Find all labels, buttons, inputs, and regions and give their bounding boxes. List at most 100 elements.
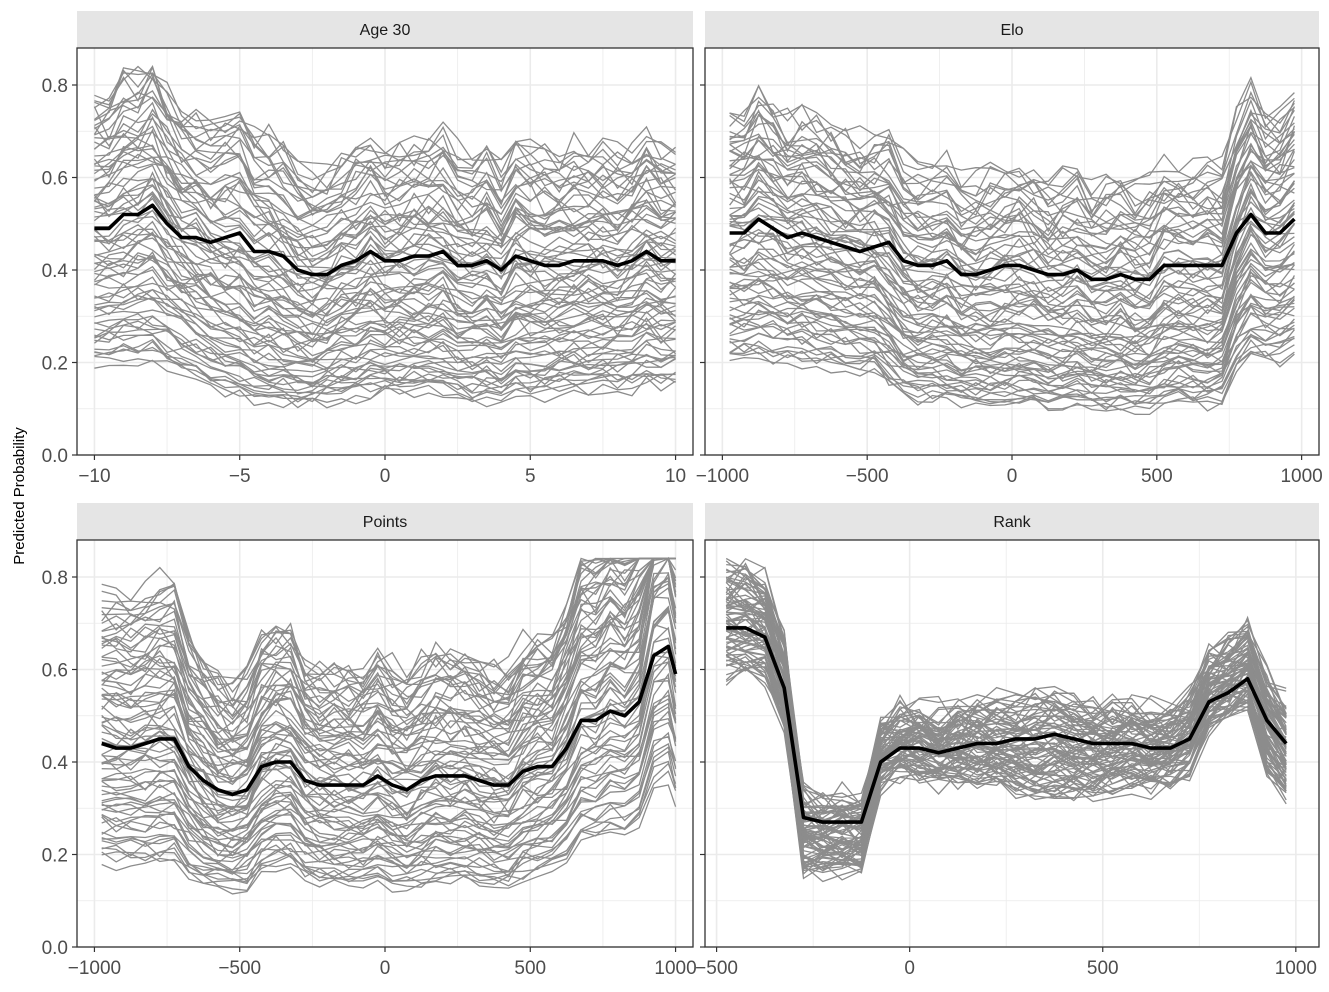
ice-line <box>726 569 1287 819</box>
ice-line <box>729 335 1295 402</box>
ice-line <box>94 228 676 317</box>
panel-title: Elo <box>1000 22 1023 39</box>
ice-line <box>94 153 677 263</box>
ice-line <box>729 180 1295 295</box>
ice-line <box>725 656 1287 870</box>
x-tick-label: 0 <box>904 958 915 979</box>
ice-line <box>729 318 1295 395</box>
panel-title: Rank <box>993 514 1031 531</box>
ice-line <box>93 164 677 268</box>
ice-line <box>101 557 676 742</box>
ice-line <box>729 144 1295 256</box>
ice-line <box>101 677 677 849</box>
ice-line <box>101 654 677 838</box>
ice-line <box>94 231 676 327</box>
ice-line <box>729 213 1295 325</box>
ice-line <box>725 557 1287 805</box>
ice-line <box>729 311 1295 385</box>
ice-line <box>101 557 677 772</box>
ice-line <box>101 557 676 706</box>
ice-line <box>94 334 676 392</box>
ice-line <box>101 702 677 864</box>
ice-lines <box>101 556 677 895</box>
x-tick-label: 0 <box>380 466 391 487</box>
ice-line <box>729 161 1295 266</box>
strip-background <box>77 503 693 540</box>
ice-line <box>94 282 676 360</box>
ice-line <box>94 115 676 237</box>
x-tick-label: −1000 <box>68 958 121 979</box>
ice-line <box>729 204 1295 315</box>
ice-line <box>101 637 677 828</box>
ice-line <box>729 264 1295 357</box>
ice-line <box>101 557 676 732</box>
ice-line <box>729 351 1295 416</box>
average-line <box>94 203 676 277</box>
ice-line <box>729 114 1295 219</box>
ice-line <box>94 65 677 181</box>
ice-line <box>729 84 1295 197</box>
y-tick-label: 0.0 <box>42 446 68 467</box>
ice-line <box>729 344 1295 411</box>
ice-line <box>94 254 676 345</box>
strip-background <box>705 503 1319 540</box>
ice-line <box>725 566 1287 813</box>
x-tick-label: 500 <box>1141 466 1173 487</box>
ice-line <box>94 125 677 233</box>
ice-line <box>101 556 677 783</box>
ice-line <box>94 195 676 303</box>
panel-border <box>704 539 1320 948</box>
ice-line <box>101 557 676 719</box>
ice-line <box>729 76 1295 200</box>
ice-line <box>101 557 676 741</box>
panel-title: Points <box>363 514 407 531</box>
panel-points: Points −1000 −500 0 500 1000 0.0 0.2 0.4 0.6 0.8 <box>42 503 697 979</box>
ice-line <box>725 576 1287 811</box>
ice-line <box>94 355 676 409</box>
ice-line <box>729 223 1295 329</box>
ice-line <box>729 274 1295 360</box>
ice-line <box>729 251 1295 340</box>
ice-line <box>94 72 676 202</box>
ice-line <box>729 270 1295 369</box>
ice-line <box>101 731 677 877</box>
ice-line <box>94 276 676 357</box>
ice-lines <box>93 65 677 409</box>
ice-line <box>94 328 676 389</box>
ice-line <box>729 123 1295 239</box>
ice-line <box>94 320 676 382</box>
ice-line <box>729 253 1295 348</box>
ice-line <box>725 557 1287 807</box>
ice-line <box>729 241 1295 341</box>
average-line <box>729 212 1296 282</box>
strip-background <box>77 11 693 48</box>
ice-line <box>101 557 676 686</box>
ice-line <box>729 80 1295 189</box>
x-tick-label: −500 <box>218 958 261 979</box>
ice-line <box>101 743 677 878</box>
ice-line <box>101 557 676 725</box>
ice-line <box>94 338 676 400</box>
ice-line <box>101 710 677 869</box>
ice-line <box>729 163 1295 281</box>
ice-line <box>729 249 1295 351</box>
ice-line <box>729 293 1295 379</box>
ice-line <box>729 98 1295 220</box>
ice-line <box>729 125 1296 242</box>
ice-line <box>726 583 1287 829</box>
ice-line <box>94 96 676 216</box>
ice-line <box>93 101 677 216</box>
ice-line <box>94 72 676 173</box>
y-axis-label: Predicted Probability <box>11 427 28 565</box>
ice-line <box>93 113 676 218</box>
x-tick-label: 1000 <box>654 958 696 979</box>
panel-elo: Elo −1000 −500 0 500 1000 <box>696 11 1323 487</box>
ice-line <box>101 596 677 816</box>
ice-line <box>729 299 1295 386</box>
ice-line <box>101 557 676 754</box>
ice-line <box>93 131 676 239</box>
ice-line <box>94 115 676 220</box>
ice-line <box>94 156 676 267</box>
ice-line <box>725 661 1287 874</box>
y-tick-label: 0.2 <box>42 354 68 375</box>
